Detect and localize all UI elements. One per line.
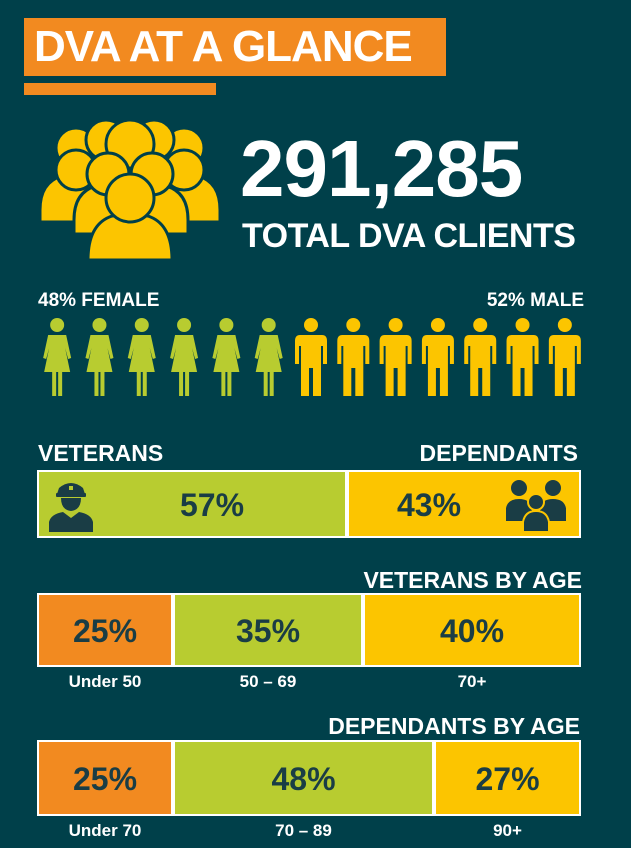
dependants-age-segment: 27% bbox=[434, 740, 581, 816]
title-underline bbox=[24, 83, 216, 95]
dependants-age-value-label: 48% bbox=[271, 761, 336, 797]
veterans-age-segment: 25% bbox=[37, 593, 173, 667]
dependants-by-age-bar: 25% 48% 27% Under 70 70 – 89 90+ bbox=[37, 740, 581, 840]
male-person-icon bbox=[295, 318, 327, 396]
split-segment: 43% bbox=[347, 470, 581, 538]
split-value-label: 43% bbox=[396, 487, 462, 523]
male-person-icon bbox=[506, 318, 539, 396]
crowd-icon bbox=[38, 118, 222, 262]
male-person-icon bbox=[464, 318, 497, 396]
dependants-heading: DEPENDANTS bbox=[419, 440, 578, 466]
veterans-age-segment: 35% bbox=[173, 593, 363, 667]
dependants-age-segment: 25% bbox=[37, 740, 173, 816]
veterans-age-value-label: 35% bbox=[235, 613, 301, 649]
dependants-by-age-heading: DEPENDANTS BY AGE bbox=[328, 713, 580, 739]
veterans-age-segment: 40% bbox=[363, 593, 581, 667]
veterans-age-category-label: 50 – 69 bbox=[239, 672, 297, 691]
dependants-age-category-label: Under 70 bbox=[68, 821, 142, 840]
dependants-age-segment: 48% bbox=[173, 740, 434, 816]
male-percent-label: 52% MALE bbox=[486, 290, 584, 311]
veterans-by-age-heading: VETERANS BY AGE bbox=[363, 567, 582, 593]
veterans-dependants-bar: 57% 43% bbox=[37, 470, 581, 538]
total-clients-number: 291,285 bbox=[240, 124, 523, 213]
male-person-icon bbox=[421, 318, 454, 396]
page-title: DVA AT A GLANCE bbox=[34, 22, 413, 71]
dependants-age-category-label: 90+ bbox=[493, 821, 522, 840]
family-icon bbox=[504, 478, 568, 532]
veterans-age-value-label: 25% bbox=[72, 613, 138, 649]
gender-people-row bbox=[43, 318, 581, 396]
split-value-label: 57% bbox=[179, 487, 245, 523]
female-person-icon bbox=[170, 318, 199, 396]
male-person-icon bbox=[379, 318, 412, 396]
total-clients-label: TOTAL DVA CLIENTS bbox=[242, 217, 576, 255]
veterans-age-value-label: 40% bbox=[439, 613, 505, 649]
veterans-age-category-label: Under 50 bbox=[68, 672, 142, 691]
dependants-age-category-label: 70 – 89 bbox=[275, 821, 332, 840]
female-person-icon bbox=[85, 318, 114, 396]
male-person-icon bbox=[337, 318, 370, 396]
female-person-icon bbox=[212, 318, 241, 396]
veterans-by-age-bar: 25% 35% 40% Under 50 50 – 69 70+ bbox=[37, 593, 581, 691]
veterans-heading: VETERANS bbox=[38, 440, 164, 466]
title-banner bbox=[24, 18, 446, 76]
female-person-icon bbox=[127, 318, 156, 396]
dependants-age-value-label: 27% bbox=[475, 761, 540, 797]
split-segment: 57% bbox=[37, 470, 347, 538]
female-person-icon bbox=[254, 318, 283, 396]
male-person-icon bbox=[548, 318, 581, 396]
soldier-icon bbox=[49, 483, 93, 532]
female-percent-label: 48% FEMALE bbox=[38, 290, 160, 311]
dependants-age-value-label: 25% bbox=[72, 761, 138, 797]
female-person-icon bbox=[43, 318, 72, 396]
veterans-age-category-label: 70+ bbox=[457, 672, 487, 691]
